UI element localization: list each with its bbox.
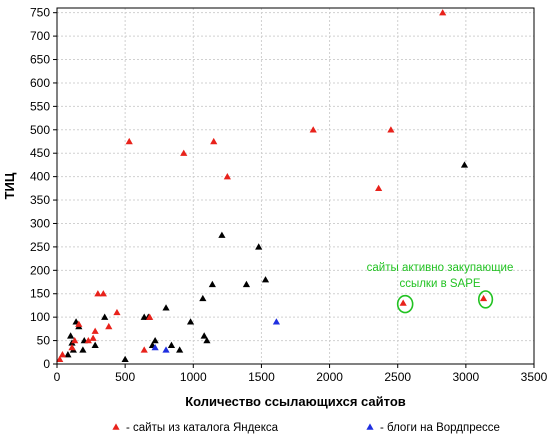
point-series2-14 [151, 336, 159, 344]
point-series1-2 [272, 318, 281, 325]
highlight-ellipse-0 [396, 294, 414, 314]
point-series0-12 [125, 137, 133, 145]
highlight-ellipse-1 [477, 290, 494, 309]
point-series0-11 [113, 308, 121, 316]
point-series0-16 [210, 137, 218, 145]
y-tick-label-12: 600 [30, 76, 50, 90]
point-series2-19 [199, 294, 207, 302]
x-tick-label-2: 1000 [180, 370, 207, 384]
point-series0-4 [75, 320, 83, 327]
y-tick-label-4: 200 [30, 263, 50, 277]
point-series0-22 [439, 9, 447, 16]
y-tick-label-1: 50 [37, 334, 51, 348]
y-tick-label-3: 150 [30, 287, 50, 301]
point-series0-13 [140, 346, 148, 353]
data-points [56, 9, 488, 363]
legend-label-yandex: - сайты из каталога Яндекса [126, 422, 279, 434]
point-series0-10 [105, 322, 113, 330]
point-series0-1 [58, 351, 67, 358]
y-tick-label-14: 700 [30, 29, 50, 43]
point-series0-14 [146, 313, 154, 320]
y-tick-label-8: 400 [30, 170, 50, 184]
y-tick-label-7: 350 [30, 193, 50, 207]
y-axis-title: ТИЦ [2, 172, 17, 199]
y-tick-label-15: 750 [30, 6, 50, 20]
y-tick-label-10: 500 [30, 123, 50, 137]
point-series0-0 [56, 355, 64, 363]
annotation-line-2: ссылки в SAPE [399, 278, 480, 290]
y-tick-label-11: 550 [30, 99, 50, 113]
plot-frame [56, 7, 535, 365]
point-series0-17 [223, 173, 231, 180]
x-tick-label-1: 500 [115, 370, 135, 384]
point-series0-8 [94, 290, 102, 297]
point-series0-7 [91, 327, 99, 334]
y-tick-label-6: 300 [30, 216, 50, 230]
point-series2-23 [218, 231, 226, 238]
point-series0-21 [399, 299, 407, 306]
point-series0-23 [479, 294, 488, 302]
legend-label-wordpress: - блоги на Вордпрессе [380, 422, 500, 434]
y-tick-label-9: 450 [30, 146, 50, 160]
point-series0-9 [99, 290, 107, 297]
point-series1-1 [162, 346, 170, 353]
point-series2-24 [242, 280, 251, 288]
x-tick-label-0: 0 [54, 370, 61, 384]
y-tick-label-0: 0 [43, 357, 50, 371]
legend-marker-wordpress [366, 423, 374, 430]
point-series0-20 [387, 126, 395, 133]
x-tick-label-7: 3500 [521, 370, 548, 384]
point-series2-1 [67, 332, 75, 339]
point-series0-18 [309, 126, 317, 133]
point-series2-21 [203, 336, 211, 344]
point-series2-20 [200, 332, 208, 339]
axis-ticks [53, 12, 535, 368]
point-series2-22 [208, 280, 216, 288]
point-series0-15 [180, 149, 188, 156]
point-series0-6 [89, 334, 97, 341]
point-series2-9 [101, 313, 109, 320]
y-tick-label-13: 650 [30, 53, 50, 67]
point-series2-17 [176, 346, 184, 353]
annotation-line-1: сайты активно закупающие [367, 262, 514, 274]
y-tick-label-5: 250 [30, 240, 50, 254]
axis-tick-labels: 0 500 1000 1500 2000 2500 3000 3500 0 50 100 150 200… [30, 6, 548, 384]
point-series2-10 [121, 355, 129, 363]
grid-lines [57, 8, 534, 364]
point-series0-5 [84, 336, 92, 344]
legend-marker-yandex [112, 423, 120, 430]
point-series2-15 [162, 304, 170, 311]
point-series2-16 [167, 341, 176, 348]
point-series0-19 [375, 184, 383, 192]
point-series0-2 [68, 344, 76, 351]
x-tick-label-4: 2000 [316, 370, 343, 384]
point-series2-27 [460, 161, 469, 168]
point-series2-8 [91, 341, 99, 348]
point-series2-18 [186, 318, 195, 325]
legend: - сайты из каталога Яндекса - блоги на В… [112, 422, 500, 434]
point-series2-26 [261, 276, 270, 283]
point-series0-3 [71, 336, 79, 344]
y-tick-label-2: 100 [30, 310, 50, 324]
point-series2-0 [64, 351, 72, 358]
x-axis-title: Количество ссылающихся сайтов [185, 394, 406, 409]
highlight-ellipses [396, 290, 494, 314]
x-tick-label-5: 2500 [384, 370, 411, 384]
point-series2-25 [255, 243, 263, 250]
x-tick-label-6: 3000 [453, 370, 480, 384]
point-series1-0 [151, 344, 159, 351]
point-series2-6 [79, 346, 87, 353]
x-tick-label-3: 1500 [248, 370, 275, 384]
